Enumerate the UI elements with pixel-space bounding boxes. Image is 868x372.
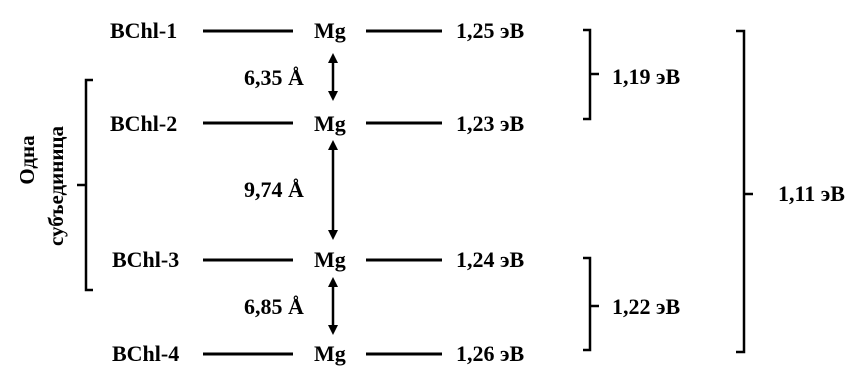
atom-label: Mg bbox=[314, 18, 346, 43]
level-energy: 1,24 эВ bbox=[456, 247, 525, 272]
atom-label: Mg bbox=[314, 247, 346, 272]
pair-energy-label: 1,19 эВ bbox=[612, 64, 681, 89]
level-row-bchl-4: BChl-4 Mg 1,26 эВ bbox=[112, 341, 525, 366]
subunit-label-line2: субъединица bbox=[44, 125, 68, 246]
distance-1-2: 6,35 Å bbox=[244, 53, 338, 101]
level-name: BChl-3 bbox=[112, 247, 179, 272]
bracket-line bbox=[583, 256, 592, 352]
level-name: BChl-4 bbox=[112, 341, 179, 366]
total-bracket: 1,11 эВ bbox=[736, 29, 845, 354]
atom-label: Mg bbox=[314, 341, 346, 366]
subunit-bracket: Одна субъединица bbox=[15, 78, 93, 292]
distance-label: 9,74 Å bbox=[244, 177, 304, 202]
subunit-label-line1: Одна bbox=[15, 135, 39, 185]
pair-bracket-1-2: 1,19 эВ bbox=[583, 28, 681, 121]
pair-bracket-3-4: 1,22 эВ bbox=[583, 256, 681, 352]
bracket-line bbox=[583, 28, 592, 121]
level-row-bchl-3: BChl-3 Mg 1,24 эВ bbox=[112, 247, 525, 272]
level-energy: 1,23 эВ bbox=[456, 111, 525, 136]
distance-2-3: 9,74 Å bbox=[244, 140, 338, 240]
distance-label: 6,85 Å bbox=[244, 294, 304, 319]
level-row-bchl-2: BChl-2 Mg 1,23 эВ bbox=[110, 111, 525, 136]
total-energy-label: 1,11 эВ bbox=[778, 181, 845, 206]
distance-3-4: 6,85 Å bbox=[244, 277, 338, 335]
pair-energy-label: 1,22 эВ bbox=[612, 294, 681, 319]
level-name: BChl-2 bbox=[110, 111, 177, 136]
distance-label: 6,35 Å bbox=[244, 65, 304, 90]
level-energy: 1,25 эВ bbox=[456, 18, 525, 43]
atom-label: Mg bbox=[314, 111, 346, 136]
level-row-bchl-1: BChl-1 Mg 1,25 эВ bbox=[110, 18, 525, 43]
bracket-line bbox=[84, 78, 93, 292]
bracket-line bbox=[736, 29, 746, 354]
level-energy: 1,26 эВ bbox=[456, 341, 525, 366]
level-name: BChl-1 bbox=[110, 18, 177, 43]
